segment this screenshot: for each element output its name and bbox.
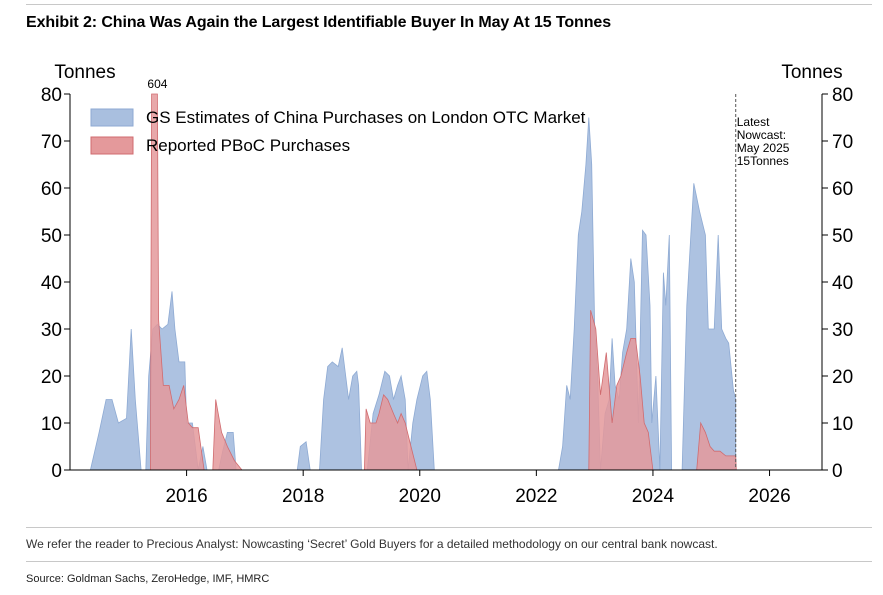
nowcast-text-1: Latest <box>737 115 770 129</box>
y-tick-label-right-60: 60 <box>832 179 853 200</box>
legend-label-gs: GS Estimates of China Purchases on Londo… <box>146 108 586 127</box>
x-tick-label-2020: 2020 <box>399 486 441 507</box>
source-divider <box>26 561 872 562</box>
x-tick-label-2026: 2026 <box>748 486 790 507</box>
y-tick-label-left-0: 0 <box>51 461 62 482</box>
pboc-purchases-area <box>149 93 737 471</box>
y-tick-label-left-80: 80 <box>41 85 62 106</box>
legend-swatch-gs <box>90 108 134 127</box>
source-line: Source: Goldman Sachs, ZeroHedge, IMF, H… <box>26 573 270 585</box>
nowcast-text-3: May 2025 <box>737 141 790 155</box>
nowcast-text-2: Nowcast: <box>737 128 786 142</box>
y-tick-label-right-30: 30 <box>832 320 853 341</box>
chart-title: Exhibit 2: China Was Again the Largest I… <box>26 14 611 31</box>
x-tick-label-2016: 2016 <box>165 486 207 507</box>
legend: GS Estimates of China Purchases on Londo… <box>90 108 586 155</box>
legend-label-pboc: Reported PBoC Purchases <box>146 136 350 155</box>
y-tick-label-right-40: 40 <box>832 273 853 294</box>
x-tick-label-2022: 2022 <box>515 486 557 507</box>
nowcast-annotation: Latest Nowcast: May 2025 15Tonnes <box>735 94 790 470</box>
y-tick-label-right-80: 80 <box>832 85 853 106</box>
off-scale-annotation: 604 <box>147 77 167 91</box>
nowcast-text-4: 15Tonnes <box>737 154 789 168</box>
y-tick-label-left-40: 40 <box>41 273 62 294</box>
y-tick-label-left-50: 50 <box>41 226 62 247</box>
x-tick-label-2024: 2024 <box>632 486 675 507</box>
y-tick-label-left-60: 60 <box>41 179 62 200</box>
footer-divider <box>26 527 872 528</box>
y-tick-label-left-30: 30 <box>41 320 62 341</box>
methodology-note: We refer the reader to Precious Analyst:… <box>26 537 718 551</box>
y-tick-label-left-10: 10 <box>41 414 62 435</box>
y-tick-label-left-70: 70 <box>41 132 62 153</box>
y-tick-label-right-0: 0 <box>832 461 843 482</box>
y-tick-label-right-70: 70 <box>832 132 853 153</box>
y-tick-label-right-20: 20 <box>832 367 853 388</box>
legend-swatch-pboc <box>90 136 134 155</box>
y-tick-label-left-20: 20 <box>41 367 62 388</box>
y-tick-label-right-10: 10 <box>832 414 853 435</box>
top-divider <box>26 4 872 5</box>
y-tick-label-right-50: 50 <box>832 226 853 247</box>
x-tick-label-2018: 2018 <box>282 486 324 507</box>
y-axis-label-right: Tonnes <box>781 62 842 83</box>
y-axis-label-left: Tonnes <box>54 62 115 83</box>
